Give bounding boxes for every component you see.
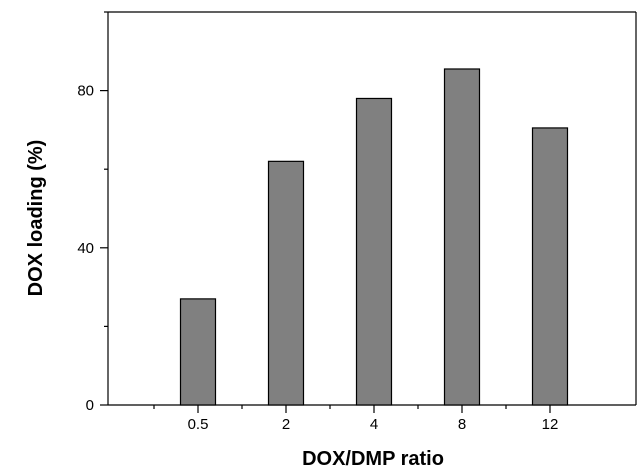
x-tick-label: 4 xyxy=(370,416,378,433)
x-tick-label: 0.5 xyxy=(188,416,209,433)
x-tick-label: 8 xyxy=(458,416,466,433)
x-tick-label: 12 xyxy=(542,416,559,433)
bars xyxy=(179,68,569,406)
y-tick-label: 40 xyxy=(77,240,94,257)
y-axis-title: DOX loading (%) xyxy=(25,140,47,297)
bar-2 xyxy=(267,160,305,406)
bar-4 xyxy=(355,97,393,406)
bar-0.5 xyxy=(179,298,217,406)
y-axis: 0 40 80 xyxy=(77,11,108,414)
bar-12 xyxy=(531,127,569,406)
x-axis: 0.5 2 4 8 12 xyxy=(153,405,559,433)
x-tick-label: 2 xyxy=(282,416,290,433)
bar-8 xyxy=(443,68,481,406)
y-tick-label: 0 xyxy=(86,397,94,414)
x-axis-title: DOX/DMP ratio xyxy=(302,448,444,470)
y-tick-label: 80 xyxy=(77,83,94,100)
